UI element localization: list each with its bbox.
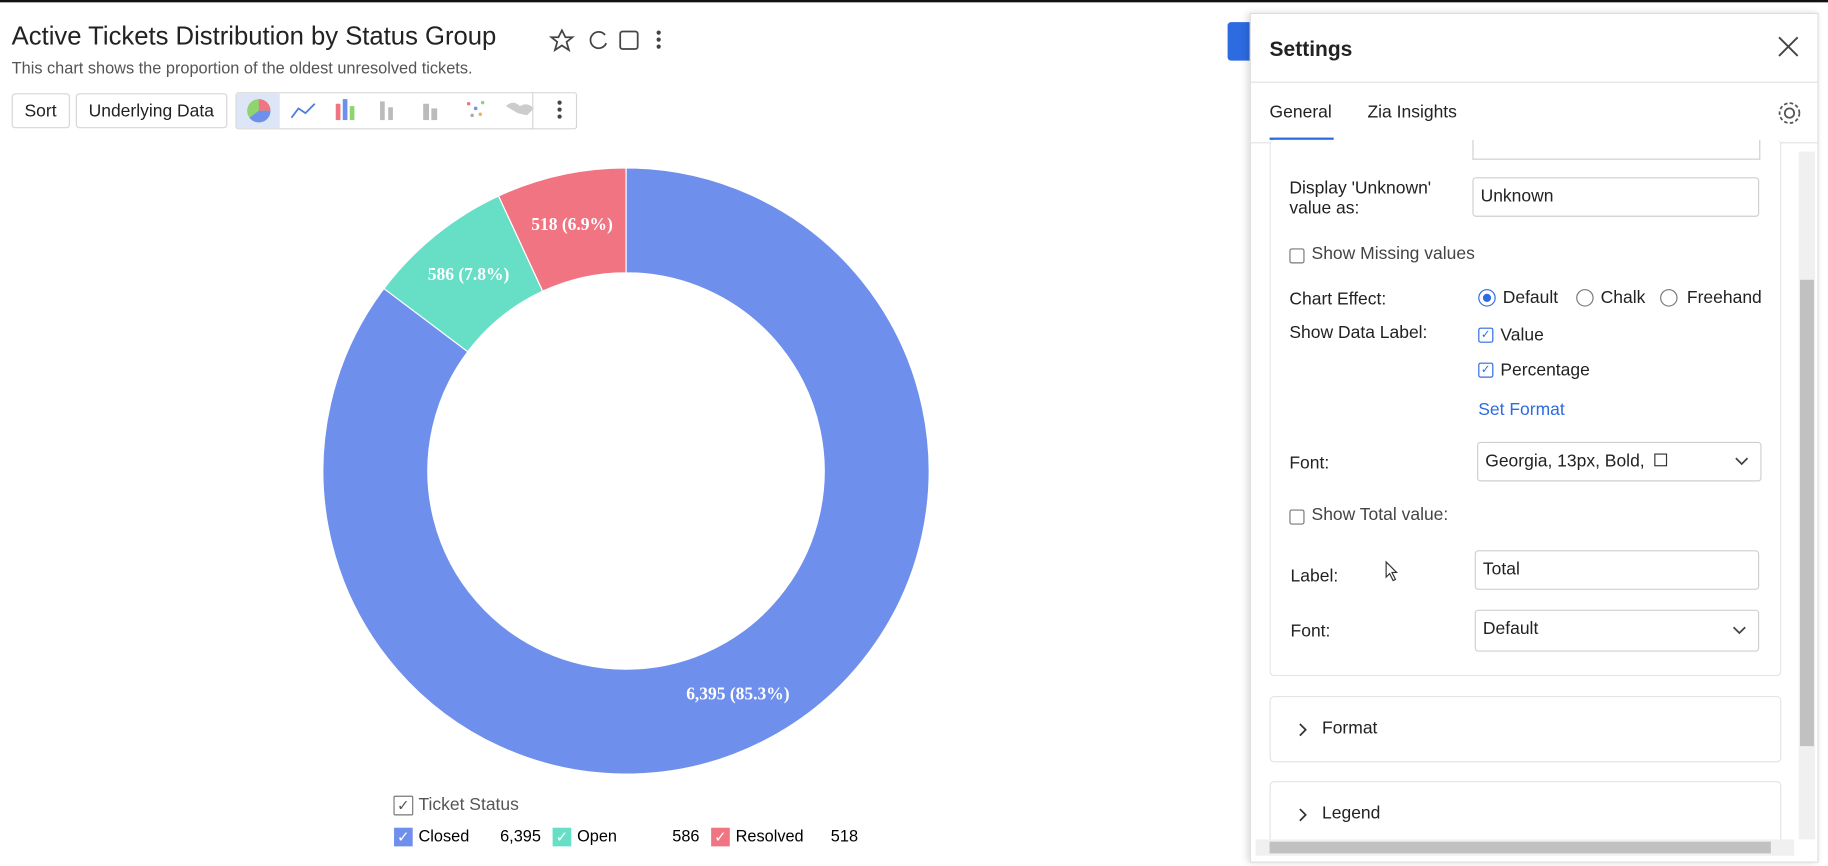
legend-swatch: [394, 827, 413, 847]
section-title: Legend: [1322, 803, 1381, 824]
chart-type-bar: [235, 92, 578, 130]
checkbox[interactable]: [1289, 509, 1305, 525]
map-type[interactable]: [505, 102, 534, 116]
checkbox[interactable]: [1289, 248, 1305, 264]
bar-type[interactable]: [335, 103, 341, 121]
tab[interactable]: Zia Insights: [1367, 102, 1457, 123]
section-title: Format: [1322, 718, 1378, 738]
favorite-icon[interactable]: [548, 28, 575, 53]
donut-slice: [322, 167, 930, 775]
chart-subtitle: This chart shows the proportion of the o…: [11, 58, 473, 77]
checkbox-label: Percentage: [1500, 360, 1590, 381]
set-format-link[interactable]: Set Format: [1478, 399, 1565, 420]
checkbox[interactable]: ✓: [1478, 362, 1494, 378]
legend-value: 518: [831, 827, 858, 845]
select-value: Georgia, 13px, Bold,: [1485, 451, 1645, 471]
sort-button[interactable]: Sort: [11, 93, 70, 129]
legend-title-checkbox: [393, 795, 414, 816]
chart-title: Active Tickets Distribution by Status Gr…: [11, 20, 497, 51]
format-section[interactable]: Format: [1269, 695, 1782, 763]
field-label: Font:: [1290, 621, 1331, 642]
data-label: 586 (7.8%): [428, 264, 510, 284]
legend-label: Closed: [419, 827, 470, 845]
font-select[interactable]: Georgia, 13px, Bold,: [1477, 441, 1762, 482]
checkbox-label: Show Total value:: [1311, 504, 1449, 525]
legend-check: ✓: [714, 829, 727, 846]
total-font-select[interactable]: Default: [1474, 609, 1760, 652]
legend-value: 586: [672, 827, 699, 845]
close-icon[interactable]: [1777, 35, 1800, 58]
total-label-input[interactable]: Total: [1474, 550, 1760, 590]
area-type[interactable]: [423, 103, 430, 121]
line-type[interactable]: [290, 103, 316, 119]
general-card: Display 'Unknown' value as: Unknown Show…: [1269, 139, 1782, 677]
legend-title: Ticket Status: [419, 794, 520, 814]
radio[interactable]: [1478, 289, 1496, 307]
stack-type[interactable]: [380, 101, 385, 121]
field-label: Display 'Unknown' value as:: [1289, 178, 1432, 219]
settings-title: Settings: [1269, 37, 1353, 61]
save-icon[interactable]: [619, 30, 639, 50]
chart: 6,395 (85.3%) 586 (7.8%) 518 (6.9%) ✓ Ticket…: [322, 167, 930, 847]
legend-label: Open: [577, 827, 617, 845]
legend-check: ✓: [556, 829, 569, 846]
legend-title-check: ✓: [397, 798, 410, 815]
checkbox-label: Show Missing values: [1311, 243, 1475, 264]
field-label: Chart Effect:: [1289, 289, 1387, 309]
select-value: Default: [1482, 619, 1539, 639]
title-icons: [548, 28, 661, 53]
radio[interactable]: [1660, 289, 1678, 307]
legend-check: ✓: [397, 829, 410, 846]
checkbox-label: Value: [1500, 325, 1544, 346]
scatter-type[interactable]: [466, 100, 485, 118]
field-label: Font:: [1289, 453, 1330, 474]
legend-swatch: [711, 827, 730, 847]
field-label: Show Data Label:: [1289, 322, 1428, 343]
radio-label: Default: [1502, 287, 1559, 308]
gear-icon[interactable]: [1777, 100, 1803, 126]
legend-value: 6,395: [500, 827, 541, 845]
underlying-data-button[interactable]: Underlying Data: [75, 93, 227, 129]
legend-swatch: [552, 827, 572, 847]
data-label: 6,395 (85.3%): [686, 683, 790, 703]
more-icon[interactable]: [656, 30, 661, 35]
radio-label: Chalk: [1600, 287, 1646, 308]
legend-label: Resolved: [736, 827, 804, 845]
field-label: Label:: [1290, 566, 1339, 587]
h-scrollbar[interactable]: [1255, 839, 1795, 856]
unknown-input[interactable]: Unknown: [1472, 177, 1760, 217]
settings-panel: Settings General Zia Insights Display 'U…: [1249, 12, 1819, 863]
more-icon: [656, 44, 661, 49]
radio-label: Freehand: [1686, 287, 1762, 308]
donut-slice: [497, 167, 627, 292]
more-icon: [656, 37, 661, 42]
radio[interactable]: [1576, 289, 1594, 307]
refresh-icon[interactable]: [589, 31, 608, 50]
v-scrollbar[interactable]: [1798, 151, 1816, 840]
tab[interactable]: General: [1269, 102, 1332, 123]
data-label: 518 (6.9%): [531, 214, 613, 234]
checkbox[interactable]: ✓: [1478, 327, 1494, 343]
